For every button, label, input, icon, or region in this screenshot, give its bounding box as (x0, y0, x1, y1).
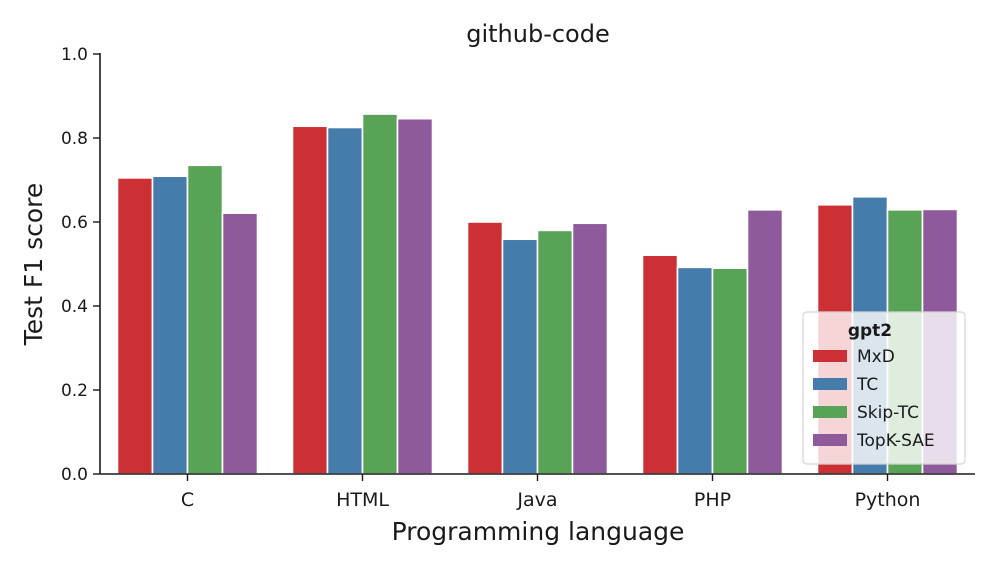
y-tick-label: 0.8 (61, 129, 88, 149)
bar-skip-tc-php (711, 267, 749, 475)
bar-mxd-java (466, 221, 504, 475)
legend-label-topk-sae: TopK-SAE (856, 431, 935, 451)
bar-tc-php (676, 266, 714, 475)
legend-label-mxd: MxD (857, 347, 895, 367)
x-tick-label: Python (855, 489, 921, 511)
y-tick-label: 0.4 (61, 297, 88, 317)
bar-tc-java (501, 238, 539, 475)
legend-swatch-skip-tc (813, 406, 847, 418)
x-tick-label: HTML (336, 489, 389, 511)
bar-skip-tc-html (361, 113, 399, 475)
y-tick-label: 0.6 (61, 213, 88, 233)
bar-mxd-html (291, 125, 329, 475)
bar-topk-sae-php (746, 209, 784, 475)
bar-tc-c (151, 175, 189, 475)
y-axis-label: Test F1 score (19, 183, 48, 347)
bar-topk-sae-c (221, 212, 259, 475)
x-axis-label: Programming language (392, 517, 685, 546)
x-ticks: C HTML Java PHP Python (181, 474, 921, 511)
legend: gpt2 MxD TC Skip-TC TopK-SAE (802, 311, 966, 465)
legend-swatch-topk-sae (813, 434, 847, 446)
bar-mxd-c (116, 177, 154, 475)
bar-skip-tc-c (186, 164, 224, 475)
bar-mxd-php (641, 254, 679, 475)
legend-label-skip-tc: Skip-TC (857, 403, 919, 423)
y-tick-label: 1.0 (61, 45, 88, 65)
bar-tc-html (326, 126, 364, 475)
x-tick-label: PHP (694, 489, 731, 511)
bar-skip-tc-java (536, 229, 574, 475)
x-tick-label: Java (516, 489, 557, 511)
y-tick-label: 0.0 (61, 465, 88, 485)
x-tick-label: C (181, 489, 194, 511)
legend-swatch-mxd (813, 350, 847, 362)
legend-title: gpt2 (848, 321, 892, 341)
legend-swatch-tc (813, 378, 847, 390)
legend-label-tc: TC (856, 375, 878, 395)
bar-topk-sae-java (571, 222, 609, 475)
chart-title: github-code (466, 20, 610, 48)
y-ticks: 0.0 0.2 0.4 0.6 0.8 1.0 (61, 45, 100, 485)
y-tick-label: 0.2 (61, 381, 88, 401)
bar-topk-sae-html (396, 117, 434, 475)
